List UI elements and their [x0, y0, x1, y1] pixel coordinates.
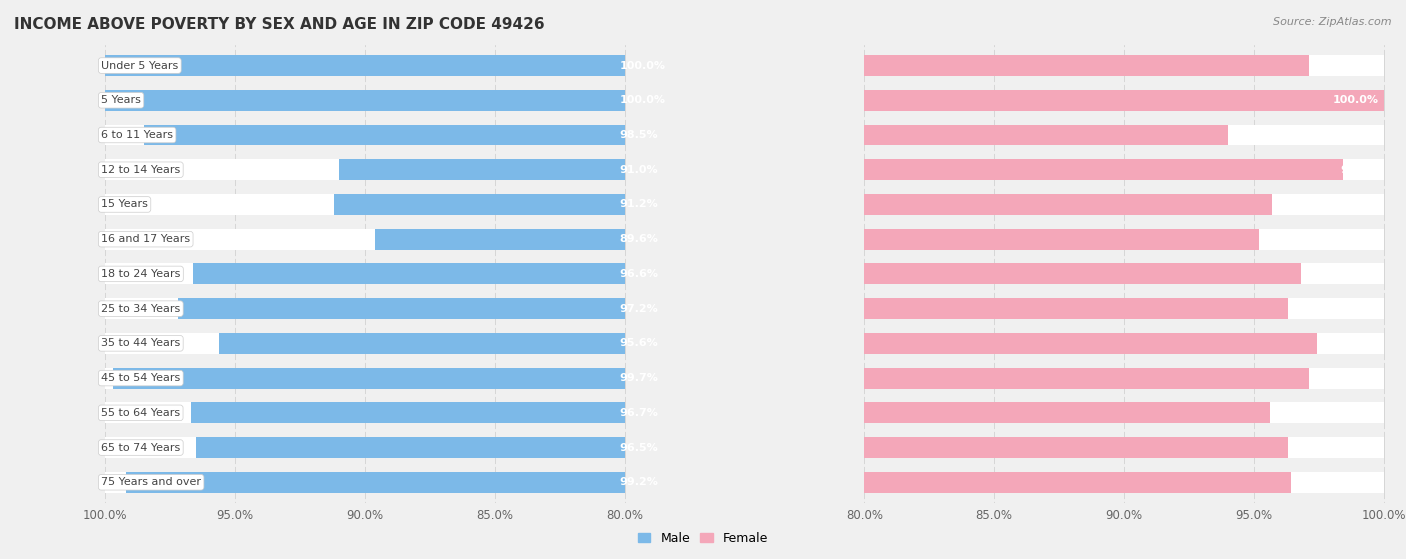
- Bar: [219, 333, 624, 354]
- Text: 55 to 64 Years: 55 to 64 Years: [101, 408, 180, 418]
- Text: 89.6%: 89.6%: [620, 234, 658, 244]
- Text: 18 to 24 Years: 18 to 24 Years: [101, 269, 180, 279]
- Bar: [865, 368, 1384, 389]
- Bar: [375, 229, 624, 250]
- Text: 95.2%: 95.2%: [1340, 234, 1379, 244]
- Bar: [865, 437, 1384, 458]
- Text: 100.0%: 100.0%: [620, 95, 665, 105]
- Text: 96.4%: 96.4%: [1340, 477, 1379, 487]
- Bar: [865, 125, 1229, 145]
- Bar: [105, 472, 624, 492]
- Bar: [105, 402, 624, 423]
- Text: 96.6%: 96.6%: [620, 269, 658, 279]
- Text: 65 to 74 Years: 65 to 74 Years: [101, 443, 180, 453]
- Bar: [865, 159, 1343, 180]
- Bar: [105, 263, 624, 285]
- Text: 97.1%: 97.1%: [1340, 373, 1379, 383]
- Text: 100.0%: 100.0%: [620, 60, 665, 70]
- Text: 95.6%: 95.6%: [620, 338, 658, 348]
- Bar: [191, 402, 624, 423]
- Bar: [105, 90, 624, 111]
- Text: 98.4%: 98.4%: [1340, 165, 1379, 175]
- Text: 91.2%: 91.2%: [620, 200, 658, 210]
- Bar: [339, 159, 624, 180]
- Bar: [195, 437, 624, 458]
- Text: 35 to 44 Years: 35 to 44 Years: [101, 338, 180, 348]
- Bar: [865, 298, 1384, 319]
- Bar: [105, 333, 624, 354]
- Bar: [865, 229, 1260, 250]
- Bar: [105, 298, 624, 319]
- Text: 96.7%: 96.7%: [620, 408, 658, 418]
- Text: 99.2%: 99.2%: [620, 477, 658, 487]
- Bar: [865, 333, 1316, 354]
- Bar: [865, 159, 1384, 180]
- Bar: [865, 333, 1384, 354]
- Bar: [143, 125, 624, 145]
- Bar: [105, 159, 624, 180]
- Text: Under 5 Years: Under 5 Years: [101, 60, 179, 70]
- Text: 91.0%: 91.0%: [620, 165, 658, 175]
- Bar: [865, 402, 1270, 423]
- Bar: [112, 368, 624, 389]
- Text: 98.5%: 98.5%: [620, 130, 658, 140]
- Bar: [865, 125, 1384, 145]
- Text: 12 to 14 Years: 12 to 14 Years: [101, 165, 180, 175]
- Text: 45 to 54 Years: 45 to 54 Years: [101, 373, 180, 383]
- Text: 15 Years: 15 Years: [101, 200, 148, 210]
- Bar: [865, 90, 1384, 111]
- Bar: [865, 298, 1288, 319]
- Bar: [125, 472, 624, 492]
- Bar: [865, 194, 1272, 215]
- Bar: [105, 55, 624, 76]
- Bar: [865, 55, 1309, 76]
- Text: Source: ZipAtlas.com: Source: ZipAtlas.com: [1274, 17, 1392, 27]
- Bar: [105, 55, 624, 76]
- Text: 96.8%: 96.8%: [1340, 269, 1379, 279]
- Bar: [865, 402, 1384, 423]
- Bar: [865, 90, 1384, 111]
- Bar: [865, 437, 1288, 458]
- Bar: [177, 298, 624, 319]
- Bar: [105, 368, 624, 389]
- Text: 96.3%: 96.3%: [1340, 304, 1379, 314]
- Bar: [865, 472, 1291, 492]
- Bar: [105, 90, 624, 111]
- Bar: [865, 194, 1384, 215]
- Bar: [865, 229, 1384, 250]
- Text: 97.2%: 97.2%: [620, 304, 658, 314]
- Legend: Male, Female: Male, Female: [633, 527, 773, 550]
- Bar: [105, 125, 624, 145]
- Text: INCOME ABOVE POVERTY BY SEX AND AGE IN ZIP CODE 49426: INCOME ABOVE POVERTY BY SEX AND AGE IN Z…: [14, 17, 544, 32]
- Text: 95.6%: 95.6%: [1340, 408, 1379, 418]
- Bar: [333, 194, 624, 215]
- Bar: [105, 194, 624, 215]
- Text: 75 Years and over: 75 Years and over: [101, 477, 201, 487]
- Bar: [865, 263, 1384, 285]
- Bar: [105, 437, 624, 458]
- Bar: [105, 229, 624, 250]
- Text: 94.0%: 94.0%: [1340, 130, 1379, 140]
- Bar: [194, 263, 624, 285]
- Text: 25 to 34 Years: 25 to 34 Years: [101, 304, 180, 314]
- Text: 97.4%: 97.4%: [1340, 338, 1379, 348]
- Text: 99.7%: 99.7%: [620, 373, 658, 383]
- Bar: [865, 368, 1309, 389]
- Bar: [865, 472, 1384, 492]
- Text: 100.0%: 100.0%: [1333, 95, 1379, 105]
- Text: 96.5%: 96.5%: [620, 443, 658, 453]
- Bar: [865, 55, 1384, 76]
- Text: 95.7%: 95.7%: [1340, 200, 1379, 210]
- Text: 97.1%: 97.1%: [1340, 60, 1379, 70]
- Text: 6 to 11 Years: 6 to 11 Years: [101, 130, 173, 140]
- Text: 16 and 17 Years: 16 and 17 Years: [101, 234, 190, 244]
- Bar: [865, 263, 1301, 285]
- Text: 5 Years: 5 Years: [101, 95, 141, 105]
- Text: 96.3%: 96.3%: [1340, 443, 1379, 453]
